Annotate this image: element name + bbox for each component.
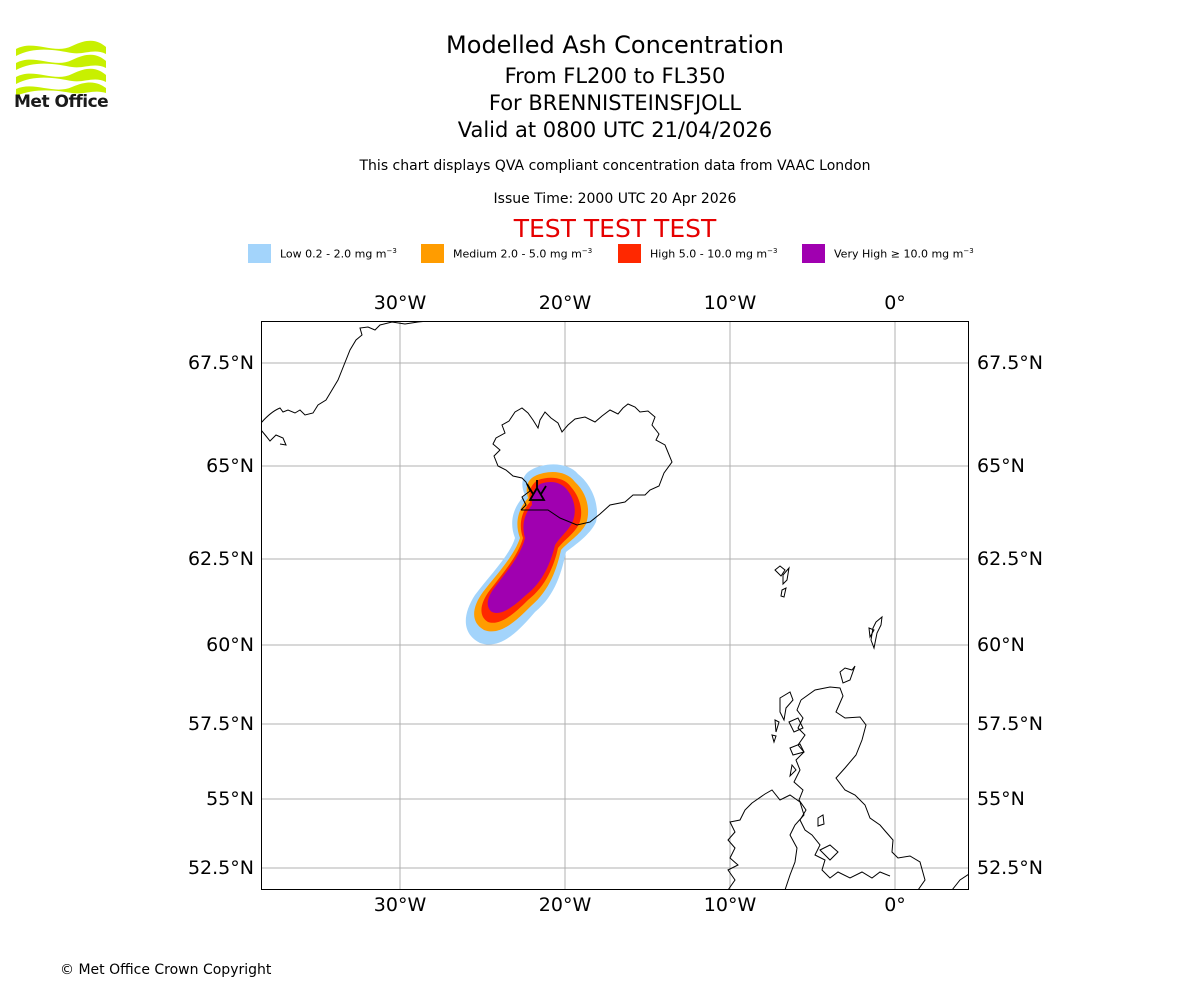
legend-swatch-medium (421, 244, 444, 263)
lat-tick-left: 60°N (206, 634, 254, 656)
lat-tick-left: 62.5°N (187, 548, 254, 570)
legend-label-low: Low 0.2 - 2.0 mg m−3 (280, 246, 397, 261)
legend-swatch-very-high (802, 244, 825, 263)
lat-tick-right: 55°N (977, 788, 1025, 810)
legend-item-medium: Medium 2.0 - 5.0 mg m−3 (421, 244, 592, 263)
copyright: © Met Office Crown Copyright (60, 962, 272, 978)
coastline-greenland (261, 321, 429, 446)
lon-tick-top: 10°W (703, 292, 757, 314)
logo-wordmark: Met Office (14, 92, 109, 112)
legend-swatch-low (248, 244, 271, 263)
map-frame (261, 321, 969, 890)
lat-tick-left: 65°N (206, 455, 254, 477)
lon-tick-top: 30°W (373, 292, 427, 314)
lat-tick-left: 55°N (206, 788, 254, 810)
ash-plume (465, 464, 598, 645)
coastline-iceland (492, 403, 673, 526)
legend-swatch-high (618, 244, 641, 263)
coastline-isle-of-man (817, 814, 825, 827)
lon-tick-bottom: 0° (884, 894, 906, 916)
coastline-ireland (727, 789, 805, 890)
coastline-hebrides (771, 691, 794, 744)
lat-tick-right: 60°N (977, 634, 1025, 656)
legend-item-high: High 5.0 - 10.0 mg m−3 (618, 244, 777, 263)
lon-tick-bottom: 30°W (373, 894, 427, 916)
plume-very-high (487, 482, 575, 613)
valid-time: Valid at 0800 UTC 21/04/2026 (457, 118, 773, 142)
coastline-shetland (868, 615, 883, 650)
chart-description: This chart displays QVA compliant concen… (359, 158, 871, 174)
flight-level-range: From FL200 to FL350 (504, 64, 726, 88)
lat-tick-right: 57.5°N (977, 713, 1044, 735)
lat-tick-left: 67.5°N (187, 352, 254, 374)
lat-tick-right: 65°N (977, 455, 1025, 477)
lon-tick-top: 0° (884, 292, 906, 314)
issue-time: Issue Time: 2000 UTC 20 Apr 2026 (493, 191, 737, 207)
coastline-orkney (839, 665, 856, 684)
legend-label-very-high: Very High ≥ 10.0 mg m−3 (834, 246, 974, 261)
ash-map (261, 321, 969, 890)
lon-tick-top: 20°W (538, 292, 592, 314)
legend-item-very-high: Very High ≥ 10.0 mg m−3 (802, 244, 974, 263)
lon-tick-bottom: 20°W (538, 894, 592, 916)
gridlines (261, 321, 969, 890)
lat-tick-right: 62.5°N (977, 548, 1044, 570)
lat-tick-right: 52.5°N (977, 857, 1044, 879)
coastline-faroe (774, 565, 790, 598)
lat-tick-right: 67.5°N (977, 352, 1044, 374)
volcano-name: For BRENNISTEINSFJOLL (488, 91, 742, 115)
coastlines (261, 321, 969, 890)
lon-tick-bottom: 10°W (703, 894, 757, 916)
lat-tick-left: 57.5°N (187, 713, 254, 735)
legend-item-low: Low 0.2 - 2.0 mg m−3 (248, 244, 397, 263)
legend-label-medium: Medium 2.0 - 5.0 mg m−3 (453, 246, 593, 261)
coastline-wales (819, 844, 969, 890)
legend-label-high: High 5.0 - 10.0 mg m−3 (650, 246, 778, 261)
lat-tick-left: 52.5°N (187, 857, 254, 879)
met-office-logo (16, 40, 106, 96)
test-banner: TEST TEST TEST (513, 214, 717, 243)
coastline-great-britain (793, 686, 926, 890)
coastline-inner-isles (788, 717, 805, 778)
chart-title: Modelled Ash Concentration (446, 31, 784, 59)
volcano-marker (526, 480, 547, 501)
